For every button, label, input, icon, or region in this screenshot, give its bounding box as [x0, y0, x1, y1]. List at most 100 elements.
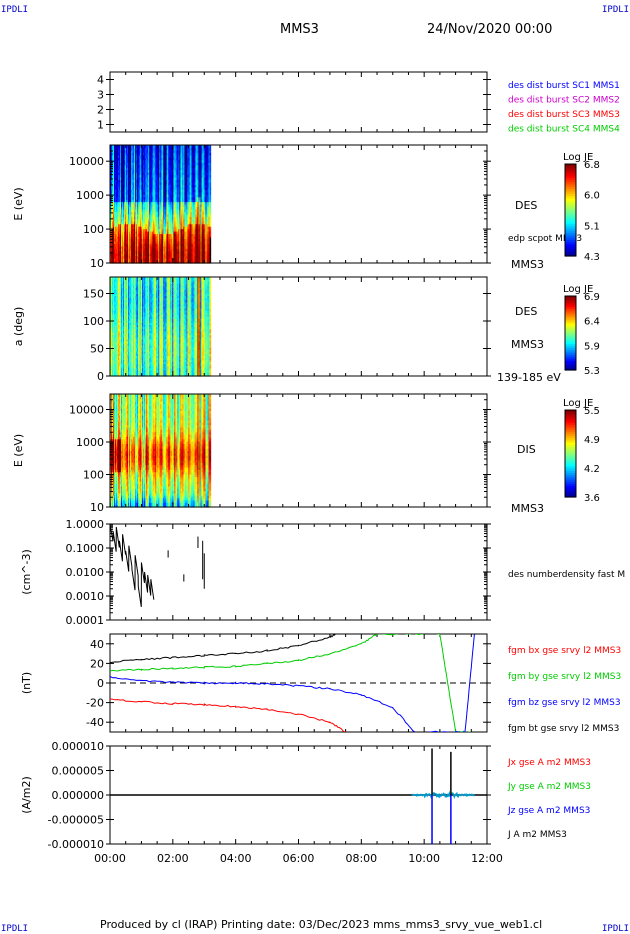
heatmap-cell: [117, 204, 119, 208]
heatmap-cell: [127, 211, 129, 215]
heatmap-cell: [150, 233, 152, 237]
heatmap-cell: [114, 204, 116, 208]
heatmap-cell: [156, 154, 158, 158]
heatmap-cell: [126, 174, 128, 178]
heatmap-cell: [122, 206, 124, 210]
heatmap-cell: [114, 201, 116, 205]
heatmap-cell: [140, 204, 142, 208]
heatmap-cell: [154, 196, 156, 200]
heatmap-cell: [153, 174, 155, 178]
heatmap-cell: [113, 253, 115, 257]
heatmap-cell: [145, 243, 147, 247]
heatmap-cell: [115, 253, 117, 257]
heatmap-cell: [139, 208, 141, 212]
heatmap-cell: [112, 218, 114, 222]
heatmap-cell: [158, 154, 160, 158]
heatmap-cell: [119, 228, 121, 232]
heatmap-cell: [113, 255, 115, 259]
heatmap-cell: [160, 159, 162, 163]
heatmap-cell: [143, 211, 145, 215]
heatmap-cell: [114, 145, 116, 149]
heatmap-cell: [142, 221, 144, 225]
heatmap-cell: [135, 199, 137, 203]
heatmap-cell: [136, 211, 138, 215]
heatmap-cell: [118, 235, 120, 240]
heatmap-cell: [123, 179, 125, 183]
heatmap-cell: [143, 172, 145, 176]
heatmap-cell: [128, 149, 130, 153]
heatmap-cell: [137, 233, 139, 237]
heatmap-cell: [120, 176, 122, 181]
heatmap-cell: [110, 191, 112, 195]
heatmap-cell: [146, 243, 148, 247]
heatmap-cell: [154, 157, 156, 161]
heatmap-cell: [144, 253, 146, 257]
heatmap-cell: [156, 184, 158, 188]
heatmap-cell: [139, 145, 141, 149]
heatmap-cell: [119, 176, 121, 181]
heatmap-cell: [137, 245, 139, 249]
heatmap-cell: [137, 226, 139, 230]
heatmap-cell: [134, 152, 136, 156]
heatmap-cell: [117, 147, 119, 151]
date-title: 24/Nov/2020 00:00: [427, 22, 553, 37]
heatmap-cell: [157, 253, 159, 257]
heatmap-cell: [111, 245, 113, 249]
heatmap-cell: [156, 164, 158, 168]
heatmap-cell: [114, 260, 116, 264]
heatmap-cell: [143, 238, 145, 242]
heatmap-cell: [116, 157, 118, 161]
heatmap-cell: [116, 169, 118, 173]
heatmap-cell: [113, 221, 115, 225]
heatmap-cell: [160, 253, 162, 257]
heatmap-cell: [137, 154, 139, 158]
heatmap-cell: [156, 181, 158, 185]
heatmap-cell: [156, 204, 158, 208]
heatmap-cell: [156, 147, 158, 151]
heatmap-cell: [121, 231, 123, 235]
heatmap-cell: [145, 231, 147, 235]
heatmap-cell: [148, 179, 150, 183]
heatmap-cell: [115, 245, 117, 249]
heatmap-cell: [130, 258, 132, 262]
heatmap-cell: [113, 208, 115, 212]
heatmap-cell: [150, 169, 152, 173]
heatmap-cell: [118, 238, 120, 242]
heatmap-cell: [111, 228, 113, 232]
heatmap-cell: [131, 145, 133, 149]
heatmap-cell: [141, 196, 143, 200]
heatmap-cell: [120, 213, 122, 217]
heatmap-cell: [147, 147, 149, 151]
heatmap-cell: [130, 184, 132, 188]
heatmap-cell: [157, 181, 159, 185]
heatmap-cell: [133, 253, 135, 257]
heatmap-cell: [145, 255, 147, 259]
heatmap-cell: [156, 169, 158, 173]
heatmap-cell: [115, 199, 117, 203]
heatmap-cell: [121, 216, 123, 220]
heatmap-cell: [121, 157, 123, 161]
heatmap-cell: [155, 221, 157, 225]
heatmap-cell: [138, 208, 140, 212]
heatmap-cell: [156, 149, 158, 153]
heatmap-cell: [139, 186, 141, 190]
heatmap-cell: [130, 248, 132, 252]
heatmap-cell: [150, 255, 152, 259]
heatmap-cell: [117, 248, 119, 252]
heatmap-cell: [142, 186, 144, 190]
heatmap-cell: [111, 157, 113, 161]
heatmap-cell: [133, 191, 135, 195]
heatmap-cell: [148, 245, 150, 249]
heatmap-cell: [157, 245, 159, 249]
heatmap-cell: [153, 243, 155, 247]
heatmap-cell: [140, 194, 142, 198]
heatmap-cell: [157, 167, 159, 171]
heatmap-cell: [114, 208, 116, 212]
heatmap-cell: [148, 221, 150, 225]
heatmap-cell: [142, 260, 144, 264]
heatmap-cell: [118, 211, 120, 215]
heatmap-cell: [149, 149, 151, 153]
heatmap-cell: [118, 157, 120, 161]
heatmap-cell: [151, 258, 153, 262]
